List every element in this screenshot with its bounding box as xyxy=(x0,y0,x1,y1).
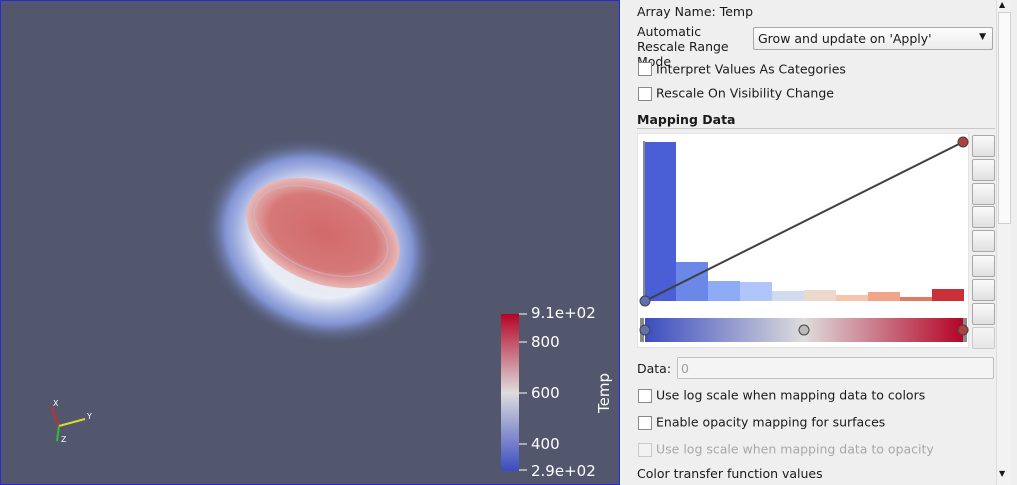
data-input[interactable]: 0 xyxy=(677,357,994,379)
rescale-mode-label: Automatic Rescale Range Mode xyxy=(637,24,729,69)
volume-ring xyxy=(253,184,389,278)
checkbox-label: Interpret Values As Categories xyxy=(656,61,846,77)
axis-y-label: Y xyxy=(87,412,92,421)
legend-ticks xyxy=(519,313,527,471)
tool-button[interactable] xyxy=(972,303,995,325)
checkbox xyxy=(638,443,652,457)
legend-label: 9.1e+02 xyxy=(531,304,596,322)
tool-button[interactable] xyxy=(972,327,995,349)
scroll-down[interactable]: ▼ xyxy=(999,469,1006,478)
legend-label: 2.9e+02 xyxy=(531,462,596,480)
render-view[interactable]: X Y Z 9.1e+02 800 600 400 2.9e+02 Temp xyxy=(0,0,620,485)
checkbox-label: Use log scale when mapping data to color… xyxy=(656,387,926,403)
tool-button[interactable] xyxy=(972,183,995,205)
tool-button[interactable] xyxy=(972,230,995,252)
checkbox-label: Enable opacity mapping for surfaces xyxy=(656,414,886,430)
scrollbar[interactable]: ▲ ▼ xyxy=(996,0,1011,485)
section-title: Mapping Data xyxy=(637,112,736,127)
scroll-thumb[interactable] xyxy=(998,12,1011,224)
rescale-mode-dropdown[interactable]: Grow and update on 'Apply' ▼ xyxy=(753,27,993,50)
tool-button[interactable] xyxy=(972,279,995,301)
checkbox[interactable] xyxy=(638,416,652,430)
data-label: Data: xyxy=(637,361,672,376)
tool-button[interactable] xyxy=(972,206,995,228)
array-name: Array Name: Temp xyxy=(637,4,754,19)
legend-label: 800 xyxy=(531,333,560,351)
footer-label: Color transfer function values xyxy=(637,466,823,481)
legend-title: Temp xyxy=(595,373,613,413)
legend-label: 400 xyxy=(531,435,560,453)
legend-label: 600 xyxy=(531,384,560,402)
render-canvas xyxy=(50,137,527,471)
tool-button[interactable] xyxy=(972,159,995,181)
axes-triad xyxy=(50,405,86,442)
dropdown-value: Grow and update on 'Apply' xyxy=(758,31,932,46)
legend-bar xyxy=(501,314,519,471)
dropdown-arrow: ▼ xyxy=(979,32,986,42)
histogram xyxy=(645,142,964,301)
transfer-function-editor[interactable] xyxy=(637,133,969,348)
checkbox[interactable] xyxy=(638,389,652,403)
tool-button[interactable] xyxy=(972,135,995,157)
volume-core xyxy=(246,177,400,289)
checkbox-label: Use log scale when mapping data to opaci… xyxy=(656,441,934,457)
axis-z-label: Z xyxy=(61,435,67,444)
checkbox[interactable] xyxy=(638,62,652,76)
scroll-up[interactable]: ▲ xyxy=(999,0,1006,9)
data-value: 0 xyxy=(681,361,689,376)
separator xyxy=(637,128,995,129)
checkbox-label: Rescale On Visibility Change xyxy=(656,85,834,101)
axis-x-label: X xyxy=(53,399,59,408)
tool-button[interactable] xyxy=(972,255,995,277)
checkbox[interactable] xyxy=(638,87,652,101)
